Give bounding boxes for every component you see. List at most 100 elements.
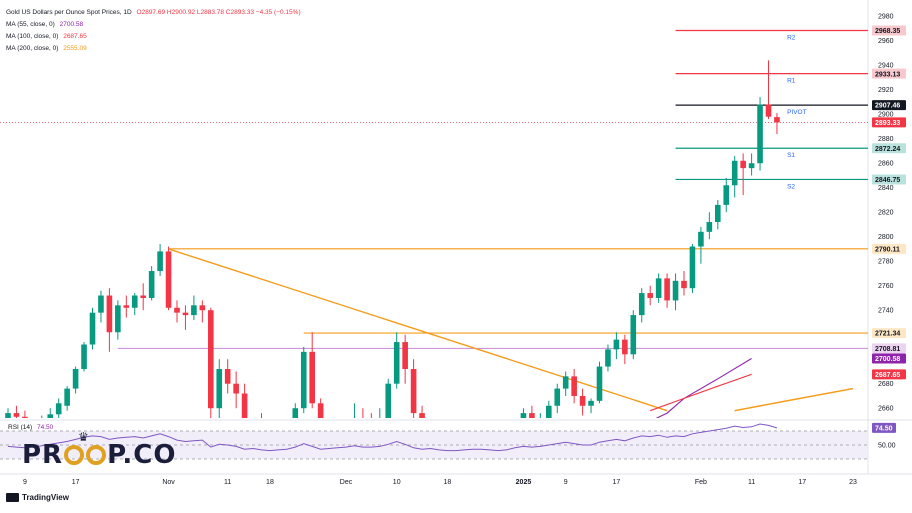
candle-body xyxy=(385,383,392,418)
candle-body xyxy=(208,310,214,409)
pivot-level-label: S2 xyxy=(787,183,795,190)
tradingview-icon xyxy=(6,493,19,502)
legend-title-row: Gold US Dollars per Ounce Spot Prices, 1… xyxy=(6,7,301,19)
level-badge-bg xyxy=(872,328,906,339)
y-tick-label: 2880 xyxy=(878,136,894,143)
candle-body xyxy=(148,271,155,298)
x-tick-label: 2025 xyxy=(516,479,532,486)
x-tick-label: 17 xyxy=(613,479,621,486)
candle-body xyxy=(157,251,163,272)
candle-body xyxy=(47,414,54,418)
y-tick-label: 2660 xyxy=(878,406,894,413)
watermark-middle: P.CO xyxy=(107,440,177,470)
legend-ma-100[interactable]: MA (100, close, 0) 2687.65 xyxy=(6,31,301,43)
candle-body xyxy=(655,278,662,298)
chart-legend: Gold US Dollars per Ounce Spot Prices, 1… xyxy=(6,7,301,55)
candle-body xyxy=(622,339,628,355)
rsi-legend[interactable]: RSI (14) 74.50 xyxy=(8,424,53,431)
candle-body xyxy=(520,413,527,418)
trendline xyxy=(168,248,668,412)
candle-body xyxy=(5,413,11,418)
x-tick-label: 10 xyxy=(393,479,401,486)
level-badge-bg xyxy=(872,243,906,254)
candle-body xyxy=(64,388,70,406)
pivot-level-label: R1 xyxy=(787,78,796,85)
candle-body xyxy=(630,315,637,355)
y-tick-label: 2960 xyxy=(878,38,894,45)
candle-body xyxy=(300,351,307,409)
level-badge: 2907.46 xyxy=(875,103,900,110)
candle-body xyxy=(757,104,763,164)
ma-100-value: 2687.65 xyxy=(63,33,87,40)
candle-body xyxy=(292,408,299,418)
candle-body xyxy=(199,305,206,311)
level-badge-bg xyxy=(872,100,906,111)
level-badge: 2933.13 xyxy=(875,71,900,78)
brand-name: TradingView xyxy=(22,493,69,502)
candle-body xyxy=(89,312,96,345)
ma-55-label: MA (55, close, 0) xyxy=(6,21,55,28)
candle-body xyxy=(748,163,755,169)
candle-body xyxy=(664,278,670,301)
x-tick-label: 11 xyxy=(224,479,231,486)
candle-body xyxy=(224,369,231,384)
x-tick-label: 17 xyxy=(798,479,806,486)
coin-icon xyxy=(86,445,107,465)
x-tick-label: 9 xyxy=(23,479,27,486)
ma-100-label: MA (100, close, 0) xyxy=(6,33,59,40)
candle-body xyxy=(393,342,400,384)
candle-body xyxy=(596,366,603,401)
candle-body xyxy=(605,349,611,367)
level-badge-bg xyxy=(872,174,906,185)
ma-badge: 2687.65 xyxy=(875,372,900,379)
legend-ma-200[interactable]: MA (200, close, 0) 2555.09 xyxy=(6,43,301,55)
candle-body xyxy=(419,413,425,418)
level-badge: 2968.35 xyxy=(875,28,900,35)
x-tick-label: 11 xyxy=(748,479,755,486)
candle-body xyxy=(13,413,20,417)
candle-body xyxy=(317,403,324,418)
x-tick-label: Dec xyxy=(340,479,353,486)
ohlc-values: O2897.69 H2900.92 L2883.78 C2893.33 −4.3… xyxy=(136,9,301,16)
legend-ma-55[interactable]: MA (55, close, 0) 2700.58 xyxy=(6,19,301,31)
y-tick-label: 2900 xyxy=(878,112,894,119)
current-price-badge: 2893.33 xyxy=(875,120,900,127)
candle-body xyxy=(765,104,772,117)
candle-body xyxy=(538,418,544,425)
candle-body xyxy=(131,295,138,308)
main-pane xyxy=(0,29,868,425)
x-tick-label: Nov xyxy=(162,479,175,486)
x-tick-label: Feb xyxy=(695,479,707,486)
candle-body xyxy=(140,295,146,298)
tradingview-brand[interactable]: TradingView xyxy=(6,493,69,502)
candle-body xyxy=(182,312,189,316)
rsi-badge: 74.50 xyxy=(875,425,893,432)
x-tick-label: 17 xyxy=(72,479,80,486)
rsi-line xyxy=(7,423,778,452)
level-badge: 2846.75 xyxy=(875,177,900,184)
candle-body xyxy=(191,305,197,316)
level-badge: 2708.81 xyxy=(875,346,900,353)
candle-body xyxy=(562,376,569,389)
watermark-logo: PR ♛ P.CO xyxy=(22,430,177,470)
candle-body xyxy=(546,405,552,418)
y-tick-label: 2920 xyxy=(878,87,894,94)
candle-body xyxy=(529,413,535,418)
candle-body xyxy=(554,388,561,406)
pivot-level-label: S1 xyxy=(787,152,795,159)
ma-badge: 2700.58 xyxy=(875,356,900,363)
candle-body xyxy=(402,342,408,370)
candle-body xyxy=(740,160,746,169)
x-tick-label: 23 xyxy=(849,479,857,486)
candle-body xyxy=(774,117,780,123)
x-tick-label: 18 xyxy=(266,479,274,486)
level-badge-bg xyxy=(872,68,906,79)
rsi-level-label: 50.00 xyxy=(878,443,896,450)
moving-average-line xyxy=(734,388,854,412)
ma-200-value: 2555.09 xyxy=(63,45,87,52)
y-tick-label: 2760 xyxy=(878,283,894,290)
candle-body xyxy=(681,280,687,289)
candle-body xyxy=(613,339,620,350)
y-tick-label: 2840 xyxy=(878,185,894,192)
